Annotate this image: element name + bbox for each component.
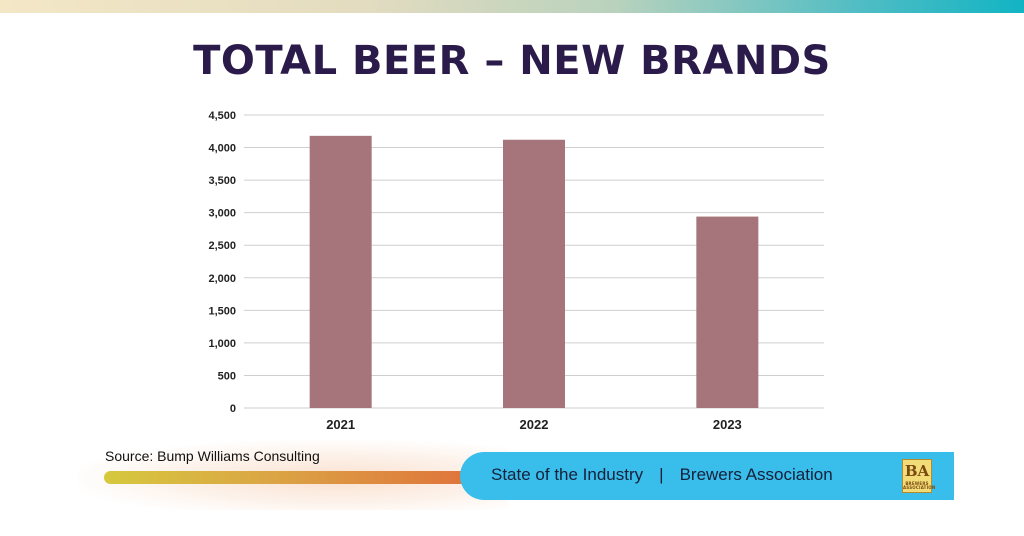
y-tick-label: 1,500	[208, 305, 236, 317]
logo-mark: BA	[904, 462, 930, 480]
y-tick-label: 4,000	[208, 143, 236, 155]
chart-title: TOTAL BEER – NEW BRANDS	[193, 38, 831, 84]
footer-separator: |	[659, 465, 664, 484]
x-category-label: 2023	[713, 417, 742, 432]
bar-2023	[696, 216, 759, 408]
y-tick-label: 2,000	[208, 273, 236, 285]
y-tick-label: 1,000	[208, 338, 236, 350]
footer-left-label: State of the Industry	[491, 465, 644, 484]
bar-2021	[309, 135, 372, 408]
y-tick-label: 3,500	[208, 175, 236, 187]
y-tick-label: 2,500	[208, 240, 236, 252]
y-tick-label: 3,000	[208, 208, 236, 220]
source-note: Source: Bump Williams Consulting	[105, 448, 320, 464]
footer-right-label: Brewers Association	[679, 465, 833, 484]
y-tick-label: 4,500	[208, 110, 236, 122]
footer-text: State of the Industry | Brewers Associatio…	[491, 465, 833, 485]
logo-subtext: BREWERS ASSOCIATION	[903, 481, 936, 490]
footer-band: State of the Industry | Brewers Associatio…	[460, 452, 954, 500]
top-gradient-strip	[0, 0, 1024, 13]
bar-chart: 0 500 1,000 1,500 2,000 2,500 3,000 3,500 4,000 4…	[208, 110, 824, 432]
y-tick-label: 500	[218, 370, 236, 382]
bar-2022	[503, 139, 565, 408]
decorative-gradient-bar	[104, 471, 484, 484]
x-category-label: 2022	[520, 417, 549, 432]
y-tick-label: 0	[230, 403, 236, 415]
brewers-association-logo-icon: BA BREWERS ASSOCIATION	[902, 459, 936, 493]
x-category-label: 2021	[326, 417, 355, 432]
